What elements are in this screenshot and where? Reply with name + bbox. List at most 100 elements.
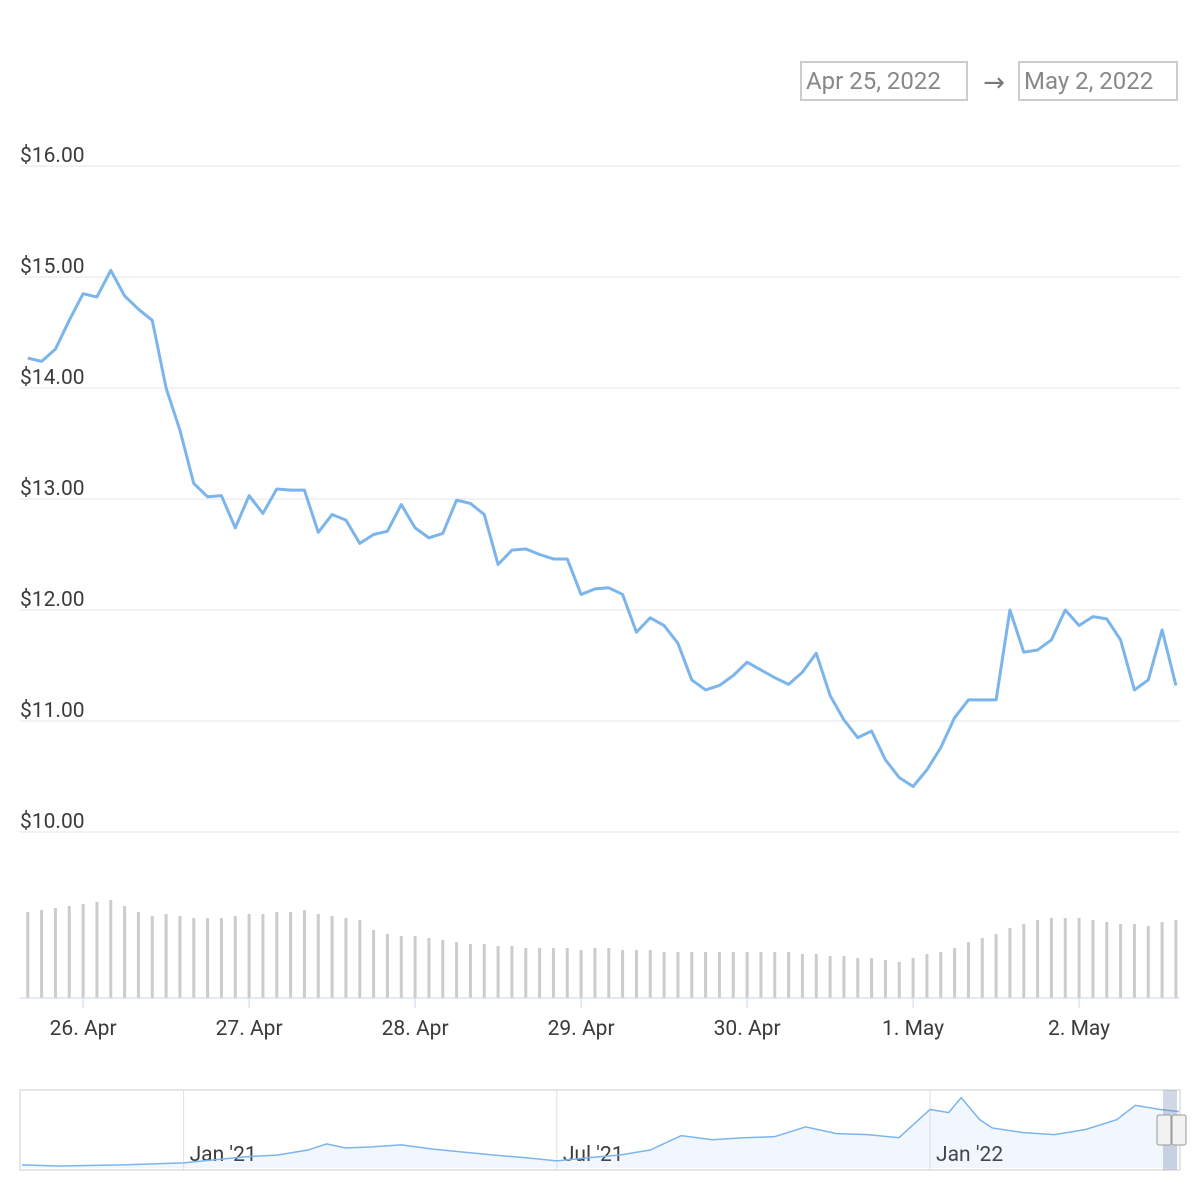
- volume-bar: [95, 902, 99, 998]
- volume-bar: [565, 948, 569, 998]
- volume-bar: [1091, 920, 1095, 998]
- volume-bar: [482, 944, 486, 998]
- volume-bar: [1022, 924, 1026, 998]
- volume-bar: [621, 950, 625, 998]
- date-from[interactable]: Apr 25, 2022: [800, 61, 968, 101]
- volume-bar: [302, 910, 306, 998]
- y-tick-label: $12.00: [20, 588, 85, 612]
- y-tick-label: $11.00: [20, 699, 85, 723]
- volume-bar: [911, 958, 915, 998]
- volume-bar: [123, 906, 127, 998]
- volume-bar: [372, 930, 376, 998]
- volume-bar: [53, 908, 57, 998]
- x-tick-label: 26. Apr: [50, 1017, 117, 1041]
- volume-bar: [81, 904, 85, 998]
- navigator-area: [21, 1097, 1179, 1168]
- volume-bar: [828, 956, 832, 998]
- volume-bar: [717, 952, 721, 998]
- navigator-handle[interactable]: [1171, 1114, 1187, 1146]
- x-tick-label: 28. Apr: [382, 1017, 449, 1041]
- navigator-tick-label: Jan '22: [936, 1143, 1003, 1167]
- range-arrow: →: [983, 68, 1005, 98]
- x-tick-label: 2. May: [1048, 1017, 1110, 1041]
- y-tick-label: $14.00: [20, 366, 85, 390]
- volume-bar: [897, 962, 901, 998]
- volume-bar: [455, 942, 459, 998]
- volume-bar: [579, 950, 583, 998]
- volume-bar: [247, 914, 251, 998]
- navigator-handle[interactable]: [1156, 1114, 1172, 1146]
- volume-bar: [1105, 922, 1109, 998]
- volume-bar: [524, 948, 528, 998]
- volume-bar: [538, 948, 542, 998]
- volume-bar: [745, 952, 749, 998]
- x-tick-label: 30. Apr: [714, 1017, 781, 1041]
- volume-bar: [1077, 918, 1081, 998]
- volume-bar: [1132, 924, 1136, 998]
- volume-bar: [593, 948, 597, 998]
- volume-bar: [441, 940, 445, 998]
- volume-bar: [206, 918, 210, 998]
- volume-bar: [40, 910, 44, 998]
- volume-bar: [939, 952, 943, 998]
- x-tick-label: 29. Apr: [548, 1017, 615, 1041]
- volume-bar: [496, 946, 500, 998]
- volume-bar: [731, 952, 735, 998]
- volume-bar: [1036, 920, 1040, 998]
- volume-bar: [607, 948, 611, 998]
- volume-bar: [856, 958, 860, 998]
- volume-bar: [109, 900, 113, 998]
- volume-bar: [1160, 922, 1164, 998]
- y-tick-label: $15.00: [20, 255, 85, 279]
- volume-bar: [289, 912, 293, 998]
- volume-bar: [925, 954, 929, 998]
- navigator-line: [21, 1096, 1179, 1167]
- volume-bar: [164, 914, 168, 998]
- volume-bar: [233, 916, 237, 998]
- volume-bar: [966, 942, 970, 998]
- date-to[interactable]: May 2, 2022: [1018, 61, 1178, 101]
- volume-bar: [980, 938, 984, 998]
- volume-bar: [870, 958, 874, 998]
- y-tick-label: $10.00: [20, 810, 85, 834]
- navigator-tick-label: Jan '21: [190, 1143, 257, 1167]
- y-tick-label: $16.00: [20, 144, 85, 168]
- volume-bar: [510, 946, 514, 998]
- volume-bar: [1119, 924, 1123, 998]
- volume-bar: [676, 952, 680, 998]
- volume-bar: [953, 948, 957, 998]
- volume-bar: [787, 952, 791, 998]
- volume-bar: [358, 920, 362, 998]
- volume-bar: [759, 952, 763, 998]
- volume-bar: [1063, 918, 1067, 998]
- y-tick-label: $13.00: [20, 477, 85, 501]
- volume-bar: [261, 914, 265, 998]
- volume-bar: [399, 936, 403, 998]
- volume-bar: [192, 918, 196, 998]
- volume-bar: [275, 912, 279, 998]
- volume-bar: [994, 934, 998, 998]
- volume-bar: [385, 934, 389, 998]
- volume-bar: [427, 938, 431, 998]
- volume-bar: [413, 936, 417, 998]
- volume-bar: [648, 950, 652, 998]
- volume-bar: [344, 918, 348, 998]
- volume-bar: [690, 952, 694, 998]
- volume-bar: [814, 954, 818, 998]
- volume-bar: [634, 950, 638, 998]
- volume-bar: [316, 914, 320, 998]
- volume-bar: [1146, 926, 1150, 998]
- volume-bar: [662, 952, 666, 998]
- volume-bar: [136, 912, 140, 998]
- volume-bar: [468, 944, 472, 998]
- volume-bar: [773, 952, 777, 998]
- volume-bar: [150, 916, 154, 998]
- volume-bar: [178, 916, 182, 998]
- volume-bar: [1049, 918, 1053, 998]
- volume-bar: [1008, 928, 1012, 998]
- volume-bar: [842, 956, 846, 998]
- volume-bar: [800, 954, 804, 998]
- volume-bar: [551, 948, 555, 998]
